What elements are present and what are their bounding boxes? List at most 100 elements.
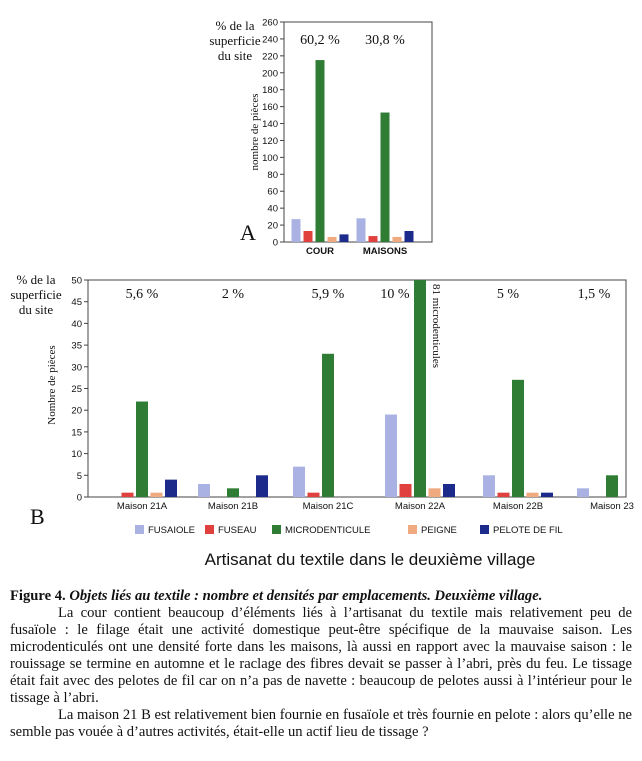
bar — [315, 60, 325, 243]
annotation: 5 % — [497, 287, 520, 302]
y-tick-label: 40 — [71, 319, 82, 330]
y-tick-label: 0 — [273, 238, 278, 249]
bar — [526, 492, 539, 497]
annotation: 30,8 % — [365, 33, 405, 48]
figure: Artisanat du textile dans le deuxième vi… — [10, 18, 634, 570]
legend-label: PEIGNE — [421, 525, 457, 536]
figure-title: Artisanat du textile dans le deuxième vi… — [205, 550, 536, 569]
annotation: 1,5 % — [578, 287, 611, 302]
bar — [385, 414, 397, 497]
bar — [483, 475, 495, 497]
bar — [198, 483, 210, 497]
y-tick-label: 20 — [267, 221, 278, 232]
legend-swatch — [205, 525, 214, 534]
bar — [165, 479, 177, 497]
plot-frame — [87, 279, 627, 498]
legend-swatch — [135, 525, 144, 534]
bar — [380, 112, 390, 243]
x-tick-label: Maison 22A — [395, 501, 446, 512]
legend-swatch — [480, 525, 489, 534]
plot-frame — [283, 21, 433, 243]
bar — [606, 475, 618, 497]
legend-label: FUSAIOLE — [148, 525, 195, 536]
x-tick-label: Maison 22B — [493, 501, 543, 512]
y-tick-label: 240 — [262, 34, 278, 45]
y-tick-label: 10 — [71, 449, 82, 460]
bar — [339, 234, 349, 242]
y-tick-label: 25 — [71, 384, 82, 395]
bar — [428, 488, 441, 497]
panel-letter: B — [30, 504, 45, 529]
y-tick-label: 220 — [262, 51, 278, 62]
bar — [392, 236, 402, 242]
annotation: 2 % — [222, 287, 245, 302]
bar — [497, 492, 510, 497]
bar — [512, 379, 524, 497]
panel-letter: A — [240, 220, 256, 245]
bar — [307, 492, 320, 497]
y-tick-label: 160 — [262, 102, 278, 113]
bar — [443, 483, 455, 497]
y-tick-label: 35 — [71, 341, 82, 352]
legend-swatch — [408, 525, 417, 534]
bar — [291, 219, 301, 242]
caption-label: Figure 4. — [10, 588, 66, 604]
bar — [303, 231, 313, 242]
annotation: 60,2 % — [300, 33, 340, 48]
side-label: % de la superficie du site — [209, 18, 260, 63]
x-tick-label: Maison 21B — [208, 501, 258, 512]
caption-text: Objets liés au textile : nombre et densi… — [69, 588, 543, 604]
bar — [136, 401, 148, 497]
x-tick-label: Maison 21A — [117, 501, 168, 512]
bar — [399, 483, 412, 497]
y-tick-label: 180 — [262, 85, 278, 96]
x-tick-label: COUR — [306, 246, 334, 257]
x-tick-label: Maison 21C — [303, 501, 354, 512]
bar — [150, 492, 163, 497]
bar — [414, 280, 426, 497]
y-tick-label: 30 — [71, 362, 82, 373]
bar — [121, 492, 134, 497]
y-tick-label: 80 — [267, 170, 278, 181]
bar — [293, 466, 305, 497]
bar — [322, 353, 334, 497]
y-tick-label: 140 — [262, 119, 278, 130]
document-text: Figure 4. Objets liés au textile : nombr… — [10, 588, 632, 741]
bar — [577, 488, 589, 497]
bar — [404, 231, 414, 242]
caption: Figure 4. Objets liés au textile : nombr… — [10, 588, 632, 605]
y-tick-label: 0 — [77, 493, 82, 504]
legend-label: FUSEAU — [218, 525, 257, 536]
y-tick-label: 15 — [71, 427, 82, 438]
bar — [541, 492, 553, 497]
y-tick-label: 200 — [262, 68, 278, 79]
x-tick-label: Maison 23 — [590, 501, 634, 512]
y-tick-label: 100 — [262, 153, 278, 164]
paragraph: La cour contient beaucoup d’éléments lié… — [10, 605, 632, 706]
side-label: % de la superficie du site — [10, 272, 61, 317]
bar — [227, 488, 239, 497]
legend-swatch — [272, 525, 281, 534]
paragraph: La maison 21 B est relativement bien fou… — [10, 707, 632, 740]
x-tick-label: MAISONS — [363, 246, 407, 257]
legend-label: PELOTE DE FIL — [493, 525, 563, 536]
bar — [368, 236, 378, 242]
bar — [356, 218, 366, 242]
annotation: 10 % — [380, 287, 410, 302]
y-axis-label: Nombre de pièces — [46, 345, 58, 424]
annotation: 5,9 % — [312, 287, 345, 302]
y-tick-label: 20 — [71, 406, 82, 417]
bars — [291, 60, 414, 243]
y-tick-label: 5 — [77, 471, 82, 482]
y-tick-label: 40 — [267, 204, 278, 215]
y-axis-label: nombre de pièces — [249, 94, 261, 171]
y-tick-label: 120 — [262, 136, 278, 147]
bar — [256, 475, 268, 497]
y-tick-label: 260 — [262, 18, 278, 29]
y-tick-label: 50 — [71, 276, 82, 287]
bar — [327, 236, 337, 242]
y-tick-label: 60 — [267, 187, 278, 198]
bars — [121, 280, 618, 497]
bar-note: 81 microdenticules — [430, 284, 442, 368]
